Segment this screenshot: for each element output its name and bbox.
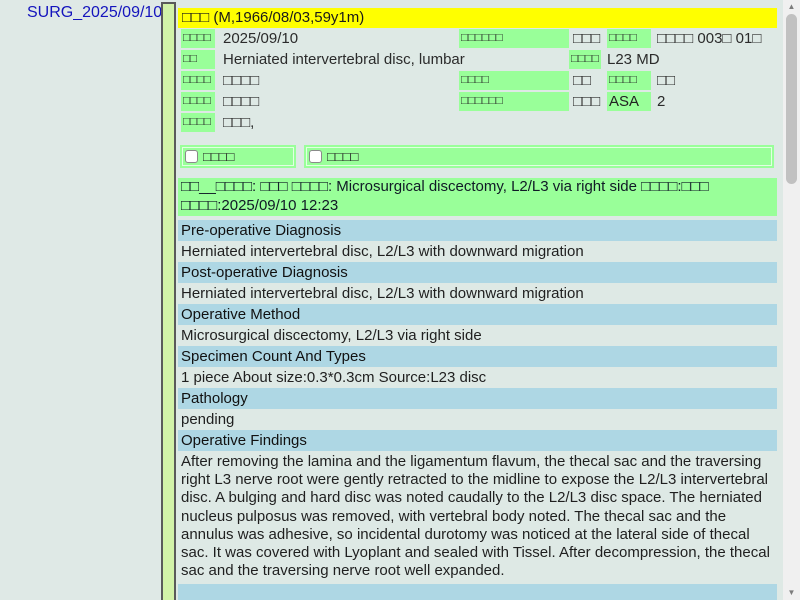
field-label: □□□□ [459, 71, 569, 90]
field-label: □□□□ [181, 29, 215, 48]
field-value-bed: □□□□ 003□ 01□ [657, 30, 762, 47]
record-tree-sidebar: SURG_2025/09/10 [0, 0, 162, 600]
checkbox-option-1: □□□□ [180, 145, 296, 168]
field-value: □□□ [573, 93, 601, 110]
scroll-down-arrow-icon[interactable]: ▼ [787, 588, 796, 597]
field-row-surgeon: □□□□ □□□□ □□□□ □□ □□□□ □□ [177, 70, 783, 91]
field-label: □□□□ [181, 113, 215, 132]
section-value-preop-diagnosis: Herniated intervertebral disc, L2/L3 wit… [181, 243, 584, 260]
patient-header: □□□ (M,1966/08/03,59y1m) [178, 8, 777, 28]
operative-note-panel: □□□ (M,1966/08/03,59y1m) □□□□ 2025/09/10… [177, 0, 783, 600]
field-value: □□ [657, 72, 676, 89]
operative-report: Pre-operative Diagnosis Herniated interv… [178, 220, 777, 600]
section-value-postop-diagnosis: Herniated intervertebral disc, L2/L3 wit… [181, 285, 584, 302]
section-value-operative-method: Microsurgical discectomy, L2/L3 via righ… [181, 327, 482, 344]
scrollbar-thumb[interactable] [786, 14, 797, 184]
field-label: □□□□ [569, 50, 601, 69]
field-label: □□□□ [181, 92, 215, 111]
field-row-diagnosis: □□ Herniated intervertebral disc, lumbar… [177, 49, 783, 70]
field-value-op-date: 2025/09/10 [223, 30, 299, 47]
field-label: □□□□ [181, 71, 215, 90]
field-value: □□□□ [223, 72, 260, 89]
field-row-anesthesia: □□□□ □□□□ □□□□□□ □□□ ASA 2 [177, 91, 783, 112]
scroll-up-arrow-icon[interactable]: ▲ [787, 2, 796, 11]
field-value: □□□, [223, 114, 255, 131]
section-header-pathology: Pathology [178, 388, 777, 409]
field-value-ward: L23 MD [607, 51, 660, 68]
field-label: □□ [181, 50, 215, 69]
section-header-operative-findings: Operative Findings [178, 430, 777, 451]
section-header-specimen: Specimen Count And Types [178, 346, 777, 367]
field-label: □□□□□□ [459, 29, 569, 48]
field-row-assistant: □□□□ □□□, [177, 112, 783, 133]
section-header-postop-diagnosis: Post-operative Diagnosis [178, 262, 777, 283]
field-label: □□□□ [607, 29, 651, 48]
checkbox-label: □□□□ [203, 149, 235, 164]
field-label: □□□□ [607, 71, 651, 90]
section-value-specimen: 1 piece About size:0.3*0.3cm Source:L23 … [181, 369, 487, 386]
next-section-header-partial [178, 584, 777, 600]
panel-splitter[interactable] [161, 2, 176, 600]
field-value-diagnosis: Herniated intervertebral disc, lumbar [223, 51, 465, 68]
sidebar-item-surg-record[interactable]: SURG_2025/09/10 [27, 4, 163, 21]
checkbox-option-2: □□□□ [304, 145, 774, 168]
field-value: □□□ [573, 30, 601, 47]
field-value-asa-class: 2 [657, 93, 666, 110]
section-header-operative-method: Operative Method [178, 304, 777, 325]
field-value: □□□□ [223, 93, 260, 110]
checkbox-label: □□□□ [327, 149, 359, 164]
field-label-asa: ASA [607, 92, 651, 111]
field-value: □□ [573, 72, 592, 89]
field-label: □□□□□□ [459, 92, 569, 111]
checkbox[interactable] [309, 150, 322, 163]
section-header-preop-diagnosis: Pre-operative Diagnosis [178, 220, 777, 241]
checkbox[interactable] [185, 150, 198, 163]
operation-summary-strip: □□__□□□□: □□□ □□□□: Microsurgical discec… [178, 178, 777, 216]
field-row-date: □□□□ 2025/09/10 □□□□□□ □□□ □□□□ □□□□ 003… [177, 28, 783, 49]
section-value-operative-findings: After removing the lamina and the ligame… [181, 453, 770, 580]
vertical-scrollbar[interactable]: ▲ ▼ [783, 0, 800, 600]
section-value-pathology: pending [181, 411, 235, 428]
